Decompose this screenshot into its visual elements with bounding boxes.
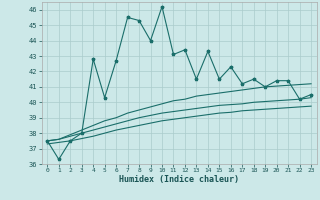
X-axis label: Humidex (Indice chaleur): Humidex (Indice chaleur): [119, 175, 239, 184]
